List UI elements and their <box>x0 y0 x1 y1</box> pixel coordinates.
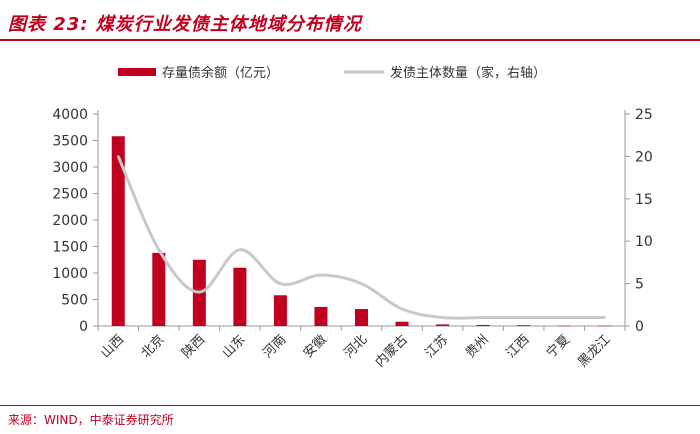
chart-axes <box>93 110 630 331</box>
x-label-山东: 山东 <box>220 332 249 361</box>
x-label-贵州: 贵州 <box>463 332 492 361</box>
x-label-北京: 北京 <box>139 332 168 361</box>
source-note: 来源：WIND，中泰证券研究所 <box>8 413 174 427</box>
x-label-宁夏: 宁夏 <box>543 332 573 362</box>
x-label-河南: 河南 <box>260 332 290 362</box>
figure-title: 图表 23: 煤炭行业发债主体地域分布情况 <box>8 14 362 35</box>
left-y-tick-label: 0 <box>79 319 88 335</box>
right-y-tick-label: 15 <box>635 192 653 208</box>
left-y-tick-label: 4000 <box>52 107 88 123</box>
bar-江西 <box>517 325 531 326</box>
count-point-山东 <box>238 248 242 251</box>
legend-swatch-bar <box>118 68 156 76</box>
count-point-江西 <box>522 316 525 319</box>
left-y-tick-label: 2500 <box>52 187 88 203</box>
x-label-安徽: 安徽 <box>301 332 330 361</box>
chart: 存量债余额（亿元） 发债主体数量（家，右轴） 山西 北京 陕西 山东 河南 安徽 河北 内蒙古… <box>52 65 653 371</box>
bar-贵州 <box>476 324 490 326</box>
left-y-tick-label: 3000 <box>52 160 88 176</box>
right-y-tick-label: 5 <box>635 277 644 293</box>
legend-label-line: 发债主体数量（家，右轴） <box>390 65 546 81</box>
right-y-tick-label: 0 <box>635 319 644 335</box>
count-point-河南 <box>279 282 282 285</box>
x-label-黑龙江: 黑龙江 <box>575 332 613 370</box>
legend-label-bar: 存量债余额（亿元） <box>162 65 279 81</box>
bar-北京 <box>152 252 166 326</box>
bar-series <box>111 136 612 327</box>
bar-河南 <box>273 295 287 326</box>
count-point-北京 <box>157 248 161 251</box>
line-series <box>116 155 606 320</box>
count-point-贵州 <box>481 316 485 319</box>
title-rule <box>0 39 700 41</box>
count-line <box>116 155 605 320</box>
count-point-山西 <box>117 155 120 158</box>
count-point-陕西 <box>198 290 201 294</box>
count-point-内蒙古 <box>400 307 404 311</box>
left-y-tick-label: 1500 <box>52 240 88 256</box>
bar-内蒙古 <box>395 321 409 326</box>
chart-legend: 存量债余额（亿元） 发债主体数量（家，右轴） <box>118 65 546 81</box>
x-label-江苏: 江苏 <box>422 332 452 362</box>
count-point-河北 <box>360 282 363 285</box>
left-y-tick-label: 2000 <box>52 213 88 229</box>
left-y-tick-label: 3500 <box>52 134 88 150</box>
bar-山西 <box>111 136 125 326</box>
left-y-tick-label: 1000 <box>52 266 88 282</box>
x-label-江西: 江西 <box>503 332 532 361</box>
source-rule <box>0 405 700 406</box>
x-label-陕西: 陕西 <box>179 332 208 361</box>
x-axis-labels: 山西 北京 陕西 山东 河南 安徽 河北 内蒙古 江苏 贵州 江西 宁夏 黑龙江 <box>98 332 613 371</box>
bar-河北 <box>355 309 368 326</box>
count-point-江苏 <box>441 316 444 319</box>
left-y-tick-label: 500 <box>61 293 88 309</box>
bar-黑龙江 <box>598 325 612 327</box>
bar-安徽 <box>314 306 328 326</box>
left-y-axis-labels: 4000 3500 3000 2500 2000 1500 1000 500 0 <box>52 107 88 335</box>
figure-header: 图表 23: 煤炭行业发债主体地域分布情况 <box>0 0 700 41</box>
x-label-山西: 山西 <box>98 332 127 361</box>
right-y-axis-labels: 25 20 15 10 5 0 <box>635 107 653 335</box>
bar-山东 <box>233 267 247 326</box>
x-label-内蒙古: 内蒙古 <box>372 332 411 371</box>
bar-江苏 <box>436 324 450 326</box>
count-point-黑龙江 <box>603 316 606 319</box>
count-point-安徽 <box>319 273 323 277</box>
right-y-tick-label: 25 <box>635 107 653 123</box>
right-y-tick-label: 20 <box>635 149 653 165</box>
x-label-河北: 河北 <box>341 332 370 361</box>
bar-宁夏 <box>557 325 571 327</box>
right-y-tick-label: 10 <box>635 234 653 250</box>
count-point-宁夏 <box>562 316 566 319</box>
